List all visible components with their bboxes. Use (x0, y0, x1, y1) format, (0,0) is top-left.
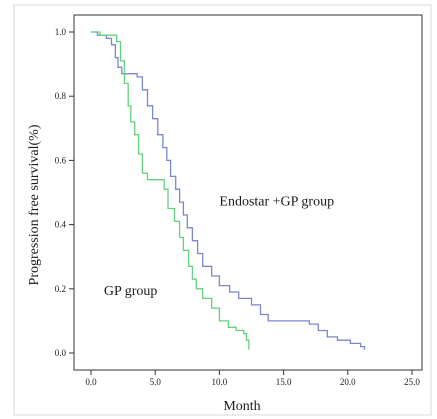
y-tick-label: 0.4 (55, 220, 67, 230)
x-tick-label: 0.0 (85, 377, 97, 387)
y-axis-ticks: 0.0 0.2 0.4 0.6 0.8 1.0 (55, 27, 74, 358)
annotation-label: Endostar +GP group (219, 194, 334, 209)
x-tick-label: 25.0 (404, 377, 420, 387)
annotation-label: GP group (104, 284, 158, 299)
x-tick-label: 5.0 (150, 377, 162, 387)
series-line-0 (91, 31, 366, 350)
y-tick-label: 1.0 (55, 27, 67, 37)
y-axis-title: Progression free survival(%) (27, 124, 42, 285)
x-tick-label: 15.0 (276, 377, 292, 387)
x-tick-label: 10.0 (212, 377, 228, 387)
x-axis-ticks: 0.0 5.0 10.0 15.0 20.0 25.0 (85, 370, 420, 387)
series-layer (91, 31, 366, 350)
annotation-layer: Endostar +GP group GP group (104, 194, 334, 299)
y-tick-label: 0.8 (55, 91, 67, 101)
plot-area (73, 14, 423, 371)
y-tick-label: 0.6 (55, 155, 67, 165)
x-tick-label: 20.0 (340, 377, 356, 387)
y-tick-label: 0.2 (55, 284, 66, 294)
y-tick-label: 0.0 (55, 348, 67, 358)
x-axis-title: Month (223, 399, 260, 414)
series-line-1 (91, 31, 250, 350)
